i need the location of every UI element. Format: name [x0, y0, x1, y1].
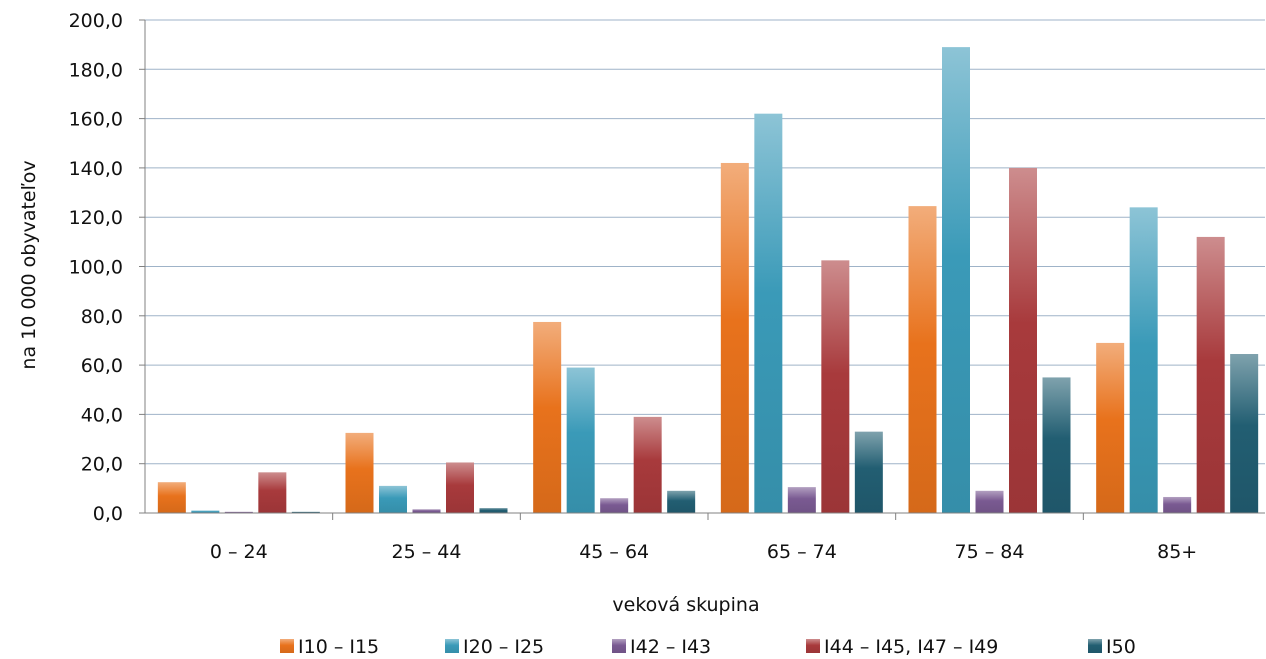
legend-swatch	[1088, 639, 1102, 653]
legend-label: I44 – I45, I47 – I49	[824, 636, 998, 658]
x-tick-label: 0 – 24	[210, 541, 268, 563]
bar	[379, 485, 407, 513]
y-tick-label: 120,0	[69, 207, 123, 229]
legend: I10 – I15 I20 – I25 I42 – I43 I44 – I45, I4…	[280, 636, 1136, 658]
bar	[1230, 354, 1259, 513]
bar	[446, 462, 474, 513]
y-tick-label: 180,0	[69, 59, 123, 81]
x-tick-label: 45 – 64	[579, 541, 649, 563]
legend-swatch	[612, 639, 626, 653]
bar	[667, 490, 696, 513]
bar	[1009, 167, 1037, 513]
y-tick-label: 0,0	[93, 503, 123, 525]
legend-swatch	[280, 639, 294, 653]
legend-swatch	[806, 639, 820, 653]
y-axis-ticks: 0,0 20,0 40,0 60,0 80,0 100,0 120,0 140,0 160,0 1…	[69, 10, 145, 525]
bars	[157, 47, 1259, 514]
y-tick-label: 20,0	[81, 454, 123, 476]
y-tick-label: 200,0	[69, 10, 123, 32]
bar	[566, 367, 595, 513]
x-tick-label: 75 – 84	[955, 541, 1025, 563]
x-axis-ticks: 0 – 24 25 – 44 45 – 64 65 – 74 75 – 84 85+	[210, 513, 1197, 563]
bar	[479, 508, 508, 513]
bar	[412, 509, 441, 513]
bar	[821, 260, 850, 513]
bar	[854, 431, 883, 513]
y-tick-label: 160,0	[69, 109, 123, 131]
y-tick-label: 140,0	[69, 158, 123, 180]
legend-swatch	[445, 639, 459, 653]
x-tick-label: 65 – 74	[767, 541, 837, 563]
x-tick-label: 25 – 44	[392, 541, 462, 563]
bar	[975, 490, 1004, 513]
axes	[144, 20, 1265, 514]
bar	[224, 511, 253, 513]
bar	[533, 321, 562, 513]
y-tick-label: 100,0	[69, 257, 123, 279]
bar	[1129, 207, 1158, 513]
bar	[787, 487, 816, 513]
legend-label: I42 – I43	[630, 636, 711, 658]
bar	[157, 482, 186, 513]
bar	[345, 432, 374, 513]
gridlines	[145, 19, 1265, 465]
bar	[908, 206, 937, 514]
bar	[754, 113, 783, 514]
bar	[258, 472, 287, 513]
bar	[942, 47, 970, 514]
x-axis-title: veková skupina	[612, 594, 759, 616]
x-tick-label: 85+	[1157, 541, 1197, 563]
bar	[720, 162, 749, 513]
bar	[191, 510, 220, 513]
bar	[633, 416, 662, 513]
bar	[1096, 342, 1125, 513]
bar	[1042, 377, 1071, 513]
legend-label: I20 – I25	[463, 636, 544, 658]
legend-label: I50	[1106, 636, 1136, 658]
bar	[600, 498, 629, 513]
y-axis-title: na 10 000 obyvateľov	[18, 160, 40, 369]
bar	[1163, 496, 1192, 513]
bar	[291, 511, 320, 513]
y-tick-label: 60,0	[81, 355, 123, 377]
bar	[1196, 236, 1225, 514]
y-tick-label: 80,0	[81, 306, 123, 328]
y-tick-label: 40,0	[81, 404, 123, 426]
legend-label: I10 – I15	[298, 636, 379, 658]
